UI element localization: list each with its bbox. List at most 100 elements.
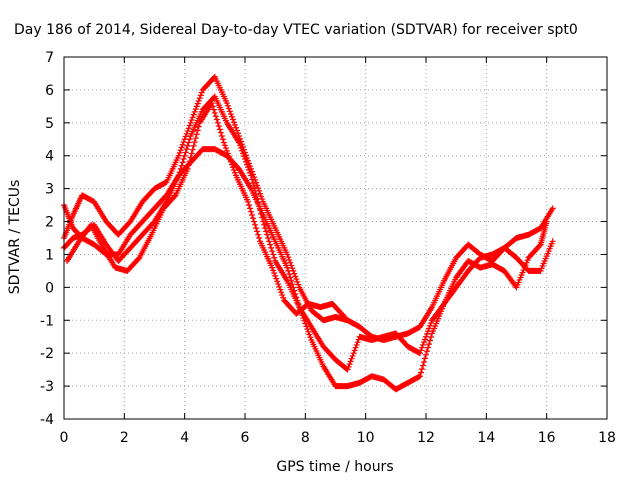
data-point (269, 264, 276, 271)
data-point (418, 344, 425, 351)
data-point (257, 190, 264, 197)
data-point (423, 351, 429, 358)
data-point (427, 322, 434, 329)
data-point (185, 162, 192, 169)
data-point (265, 235, 272, 241)
data-point (549, 238, 556, 245)
data-point (350, 350, 357, 357)
data-point (135, 255, 142, 262)
data-point (288, 277, 295, 284)
data-point (307, 334, 314, 341)
data-point (236, 142, 243, 149)
data-point (344, 366, 351, 373)
data-point (189, 114, 196, 121)
data-point (187, 154, 194, 161)
data-point (183, 146, 190, 153)
x-tick-label: 18 (598, 430, 616, 446)
data-points (61, 73, 556, 393)
y-tick-label: 6 (45, 83, 54, 99)
data-point (290, 284, 297, 291)
data-point (229, 116, 236, 123)
data-point (352, 344, 359, 351)
data-point (267, 241, 274, 248)
data-point (230, 119, 237, 126)
data-point (179, 159, 186, 166)
data-point (220, 139, 227, 146)
data-point (421, 336, 428, 343)
y-tick-label: 2 (45, 215, 54, 231)
data-point (217, 129, 224, 136)
data-point (231, 122, 238, 129)
data-point (289, 265, 296, 272)
data-point (249, 176, 256, 183)
data-point (243, 158, 250, 165)
data-point (228, 113, 235, 120)
data-point (181, 152, 188, 159)
data-point (171, 193, 178, 200)
y-tick-label: 7 (45, 50, 54, 66)
data-point (420, 358, 427, 365)
data-point (240, 153, 247, 160)
y-tick-label: 0 (45, 280, 54, 296)
data-point (416, 373, 423, 380)
data-point (254, 228, 261, 235)
data-point (425, 328, 432, 335)
data-point (288, 262, 295, 269)
x-tick-label: 6 (241, 430, 250, 446)
data-point (426, 325, 433, 332)
data-point (210, 106, 217, 113)
data-point (225, 105, 232, 112)
chart-title: Day 186 of 2014, Sidereal Day-to-day VTE… (14, 22, 578, 38)
data-point (304, 326, 311, 333)
data-point (271, 254, 278, 261)
data-point (348, 355, 355, 362)
data-point (218, 132, 225, 139)
data-point (269, 248, 276, 255)
data-point (178, 144, 185, 151)
data-point (291, 287, 298, 294)
data-point (295, 281, 302, 288)
data-point (268, 244, 275, 251)
data-point (287, 274, 294, 281)
data-point (253, 225, 260, 232)
data-point (223, 100, 230, 107)
data-point (417, 347, 424, 354)
data-point (226, 156, 233, 163)
data-point (263, 228, 270, 235)
data-point (184, 165, 191, 172)
data-point (185, 139, 192, 146)
data-point (227, 158, 234, 165)
axis-ticks (63, 56, 608, 420)
data-point (190, 142, 197, 149)
data-point (272, 272, 279, 279)
x-tick-label: 0 (60, 430, 69, 446)
data-point (228, 161, 235, 168)
y-tick-label: 4 (45, 149, 54, 165)
y-tick-label: 5 (45, 116, 54, 132)
data-point (273, 275, 280, 282)
data-point (305, 328, 312, 335)
data-point (195, 123, 202, 130)
data-point (294, 278, 301, 285)
x-tick-label: 4 (180, 430, 189, 446)
data-point (301, 317, 308, 324)
data-point (180, 156, 187, 163)
data-point (230, 166, 237, 173)
data-point (274, 278, 281, 285)
data-point (294, 297, 301, 304)
data-point (549, 205, 556, 212)
data-point (302, 320, 309, 327)
data-point (222, 145, 229, 152)
data-point (214, 119, 221, 126)
data-point (246, 202, 253, 209)
data-point (184, 142, 191, 149)
data-point (224, 102, 231, 109)
data-point (247, 169, 254, 176)
data-point (287, 259, 294, 266)
data-point (237, 145, 244, 152)
y-axis-label: SDTVAR / TECUs (7, 180, 23, 295)
data-point (276, 283, 283, 290)
data-point (270, 251, 277, 258)
data-point (349, 352, 356, 359)
data-point (235, 139, 242, 146)
